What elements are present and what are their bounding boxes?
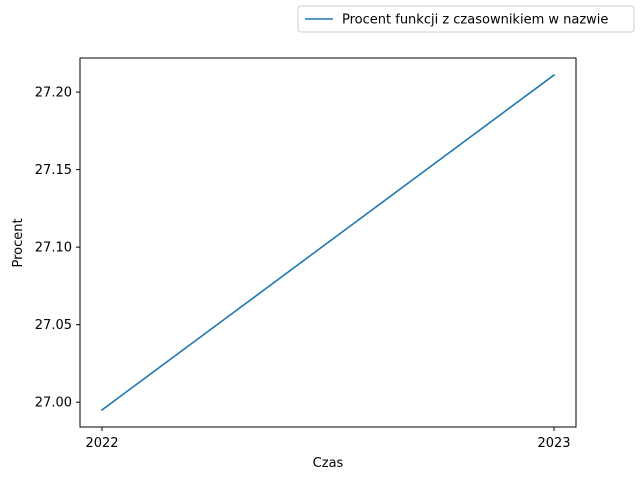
y-tick-label: 27.05 xyxy=(35,318,72,333)
x-axis: 2022 2023 xyxy=(85,427,571,451)
series-layer xyxy=(100,73,556,412)
plot-area-frame xyxy=(79,57,577,428)
x-axis-label: Czas xyxy=(313,456,344,471)
series-line xyxy=(100,73,556,412)
y-axis: 27.00 27.05 27.10 27.15 27.20 xyxy=(35,86,80,411)
y-tick-label: 27.15 xyxy=(35,163,72,178)
x-tick-label: 2022 xyxy=(85,436,118,451)
y-tick-label: 27.20 xyxy=(35,86,72,101)
legend-label: Procent funkcji z czasownikiem w nazwie xyxy=(342,13,608,28)
y-tick-label: 27.00 xyxy=(35,396,72,411)
legend-frame xyxy=(297,5,635,33)
legend: Procent funkcji z czasownikiem w nazwie xyxy=(297,5,635,33)
y-tick-label: 27.10 xyxy=(35,241,72,256)
y-axis-label: Procent xyxy=(11,218,26,267)
x-tick-label: 2023 xyxy=(537,436,570,451)
